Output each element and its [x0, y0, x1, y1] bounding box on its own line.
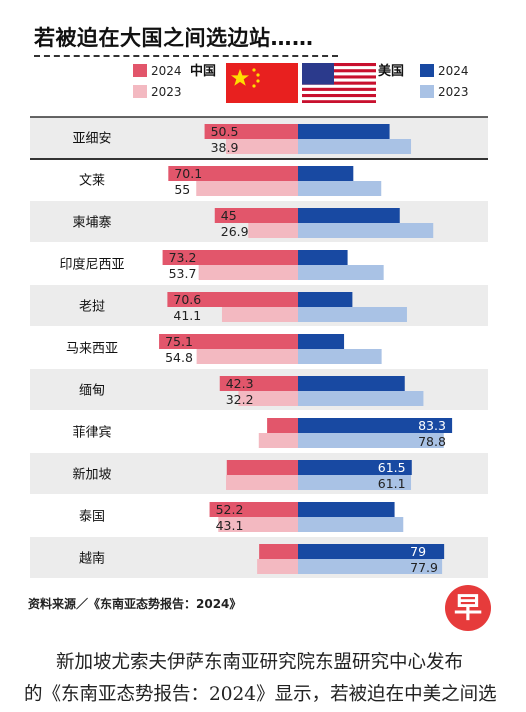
bar-china-2024 [168, 166, 298, 181]
bar-china-2024 [162, 250, 298, 265]
category-label: 印度尼西亚 [59, 257, 124, 273]
bar-us-2023 [298, 223, 434, 238]
data-label-us-2023: 77.9 [410, 560, 438, 575]
data-label-us-2024: 61.5 [378, 460, 406, 475]
bar-china-2023 [218, 517, 298, 532]
data-label-china-2023: 54.8 [165, 350, 193, 365]
legend-swatch-china-2023 [133, 85, 147, 98]
category-label: 越南 [79, 551, 105, 567]
bar-china-2023 [248, 223, 298, 238]
bar-china-2023 [196, 181, 298, 196]
bar-china-2024 [219, 376, 298, 391]
legend-label-us-2024: 2024 [438, 64, 469, 78]
category-label: 缅甸 [79, 384, 105, 399]
data-label-us-2023: 78.8 [418, 434, 446, 449]
data-label-china-2023: 53.7 [169, 266, 197, 281]
bar-us-2024 [298, 376, 405, 391]
caption-line-2: 的《东南亚态势报告：2024》显示，若被迫在中美之间选 [24, 684, 497, 705]
bar-us-2024 [298, 250, 348, 265]
bar-us-2024 [298, 208, 400, 223]
data-label-china-2023: 41.1 [173, 308, 201, 323]
category-label: 老挝 [79, 300, 105, 315]
caption-line-1: 新加坡尤索夫伊萨东南亚研究院东盟研究中心发布 [56, 652, 464, 673]
bar-us-2023 [298, 391, 424, 406]
bar-us-2024 [298, 124, 390, 139]
bar-china-2023 [257, 559, 298, 574]
bar-china-2023 [226, 139, 298, 154]
source-note: 资料来源／《东南亚态势报告：2024》 [28, 597, 242, 611]
bar-us-2024 [298, 502, 395, 517]
bar-china-2024 [226, 460, 298, 475]
legend-label-china-2024: 2024 [151, 64, 182, 78]
bar-china-2023 [226, 475, 298, 490]
data-label-us-2024: 79 [410, 544, 426, 559]
legend-swatch-us-2024 [420, 64, 434, 77]
logo-text: 早 [453, 591, 482, 624]
data-label-china-2023: 32.2 [226, 392, 254, 407]
bar-us-2023 [298, 559, 443, 574]
bar-us-2023 [298, 307, 407, 322]
bar-china-2024 [209, 502, 298, 517]
us-flag-icon [302, 63, 376, 103]
data-label-china-2024: 73.2 [169, 250, 197, 265]
category-label: 亚细安 [72, 132, 111, 147]
category-label: 新加坡 [72, 467, 111, 483]
bar-china-2024 [159, 334, 298, 349]
legend-china-label: 中国 [190, 63, 216, 79]
data-label-china-2024: 52.2 [216, 502, 244, 517]
bar-china-2024 [259, 544, 298, 559]
legend-label-us-2023: 2023 [438, 85, 469, 99]
category-label: 柬埔寨 [72, 215, 111, 231]
bar-china-2023 [258, 433, 298, 448]
data-label-china-2024: 45 [221, 208, 237, 223]
chart-title: 若被迫在大国之间选边站…… [34, 26, 314, 50]
bar-china-2024 [267, 418, 298, 433]
zaobao-logo: 早 [445, 585, 491, 631]
bar-us-2024 [298, 166, 354, 181]
category-label: 菲律宾 [72, 425, 111, 441]
bar-china-2023 [198, 265, 298, 280]
data-label-china-2024: 75.1 [165, 334, 193, 349]
category-label: 泰国 [79, 510, 105, 525]
bar-china-2024 [214, 208, 298, 223]
bar-china-2024 [204, 124, 298, 139]
data-label-china-2024: 50.5 [211, 124, 239, 139]
category-label: 文莱 [79, 174, 105, 189]
bar-china-2023 [221, 307, 298, 322]
data-label-china-2023: 55 [174, 182, 190, 197]
legend-swatch-us-2023 [420, 85, 434, 98]
bar-us-2024 [298, 334, 345, 349]
bar-us-2024 [298, 460, 412, 475]
legend-swatch-china-2024 [133, 64, 147, 77]
data-label-us-2023: 61.1 [378, 476, 406, 491]
bar-us-2023 [298, 265, 384, 280]
bar-us-2023 [298, 349, 382, 364]
data-label-china-2024: 70.1 [174, 166, 202, 181]
data-label-china-2024: 70.6 [173, 292, 201, 307]
data-label-china-2023: 43.1 [216, 518, 244, 533]
bar-us-2023 [298, 433, 444, 448]
data-label-us-2024: 83.3 [418, 418, 446, 433]
bar-us-2023 [298, 517, 404, 532]
bar-us-2024 [298, 418, 453, 433]
bar-us-2024 [298, 544, 445, 559]
bar-us-2024 [298, 292, 353, 307]
title-underline [34, 55, 338, 57]
china-flag-icon [226, 63, 298, 103]
comparison-chart: 2024 2023 中国 美国 2024 2023 亚细安 50.538.9 文莱 7… [30, 63, 488, 578]
data-label-china-2023: 26.9 [221, 224, 249, 239]
data-label-china-2024: 42.3 [226, 376, 254, 391]
bar-us-2023 [298, 181, 382, 196]
bar-us-2023 [298, 139, 412, 154]
legend-us-label: 美国 [378, 63, 404, 79]
bar-us-2023 [298, 475, 412, 490]
legend-label-china-2023: 2023 [151, 85, 182, 99]
bar-china-2023 [238, 391, 298, 406]
bar-china-2023 [196, 349, 298, 364]
bar-china-2024 [167, 292, 298, 307]
category-label: 马来西亚 [66, 342, 118, 357]
data-label-china-2023: 38.9 [211, 140, 239, 155]
